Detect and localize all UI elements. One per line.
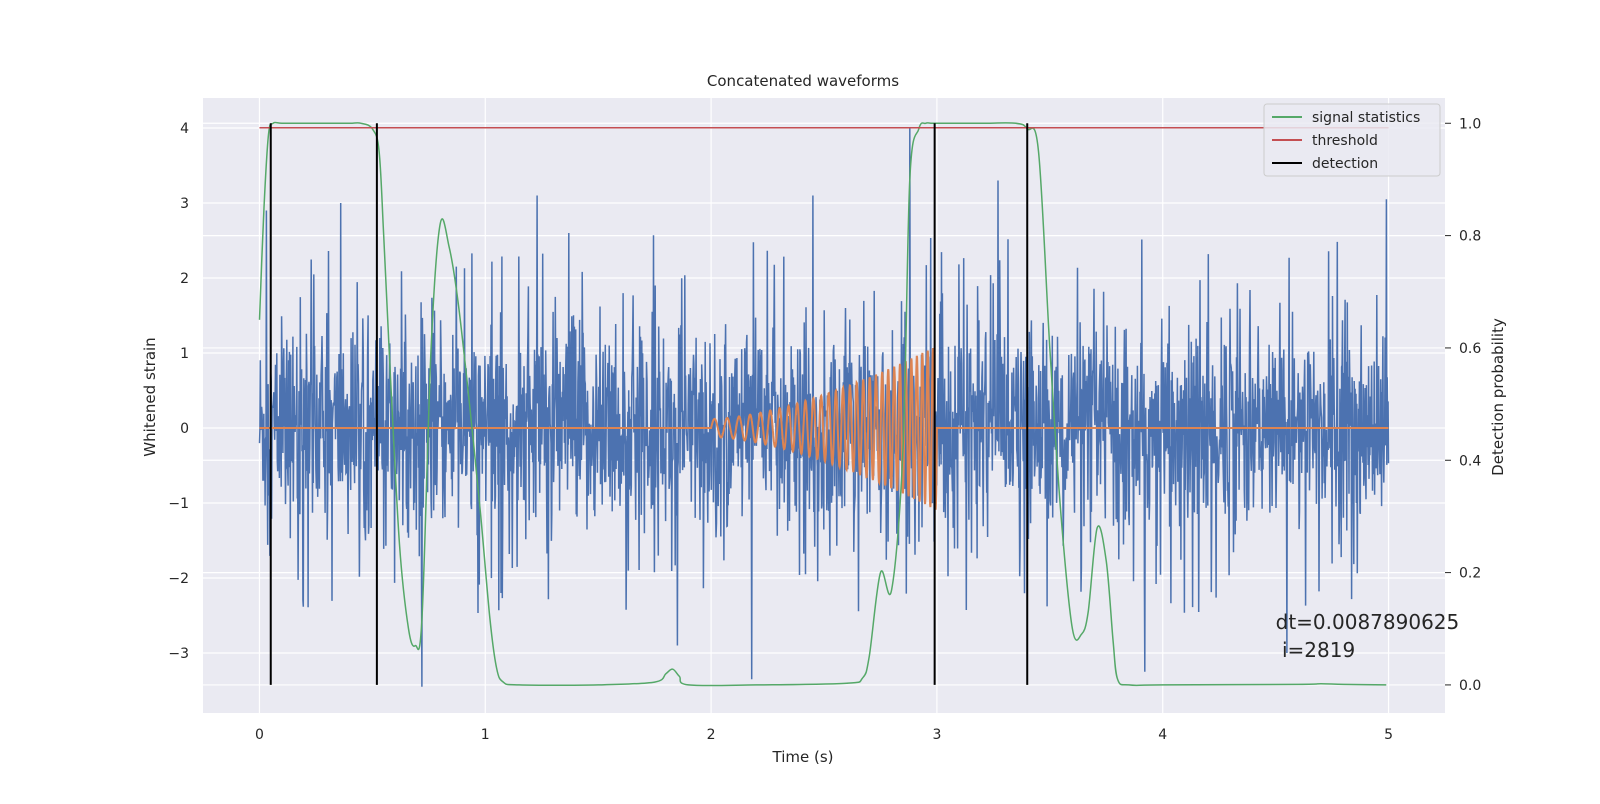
y-axis-label-left: Whitened strain — [141, 337, 159, 456]
strain-noise-line — [258, 127, 1390, 687]
y-left-tick-label: −3 — [168, 646, 189, 662]
y-right-tick-label: 1.0 — [1459, 116, 1481, 132]
annotation-index: i=2819 — [1276, 638, 1356, 662]
y-left-tick-label: −1 — [168, 496, 189, 512]
x-tick-label: 5 — [1384, 727, 1393, 743]
chart-title: Concatenated waveforms — [707, 72, 899, 90]
signal-statistics-line — [258, 121, 1387, 687]
legend-label-signal-statistics: signal statistics — [1312, 110, 1420, 126]
y-axis-right: 0.0 0.2 0.4 0.6 0.8 1.0 — [1445, 116, 1481, 694]
x-tick-label: 4 — [1158, 727, 1167, 743]
legend-label-threshold: threshold — [1312, 133, 1378, 149]
y-right-tick-label: 0.0 — [1459, 678, 1481, 694]
y-axis-label-right: Detection probability — [1489, 318, 1507, 476]
x-axis: 0 1 2 3 4 5 — [255, 727, 1393, 743]
y-left-tick-label: 2 — [180, 271, 189, 287]
y-left-tick-label: 1 — [180, 346, 189, 362]
x-tick-label: 0 — [255, 727, 264, 743]
y-axis-left: −3 −2 −1 0 1 2 3 4 — [168, 121, 189, 662]
x-tick-label: 2 — [707, 727, 716, 743]
legend-label-detection: detection — [1312, 156, 1378, 172]
y-left-tick-label: −2 — [168, 571, 189, 587]
legend: signal statistics threshold detection — [1263, 103, 1441, 177]
injected-chirp-line — [259, 347, 1389, 510]
annotation-text: dt=0.0087890625 i=2819 — [1276, 610, 1460, 662]
y-right-tick-label: 0.2 — [1459, 566, 1481, 582]
y-left-tick-label: 4 — [180, 121, 189, 137]
x-tick-label: 1 — [481, 727, 490, 743]
y-right-tick-label: 0.8 — [1459, 229, 1481, 245]
y-left-tick-label: 0 — [180, 421, 189, 437]
y-right-tick-label: 0.4 — [1459, 453, 1481, 469]
x-tick-label: 3 — [932, 727, 941, 743]
x-axis-label: Time (s) — [772, 748, 834, 766]
y-left-tick-label: 3 — [180, 196, 189, 212]
legend-box — [1263, 103, 1441, 177]
detection-lines — [269, 123, 1029, 685]
y-right-tick-label: 0.6 — [1459, 341, 1481, 357]
data-layer — [258, 121, 1390, 687]
annotation-dt: dt=0.0087890625 — [1276, 610, 1460, 634]
